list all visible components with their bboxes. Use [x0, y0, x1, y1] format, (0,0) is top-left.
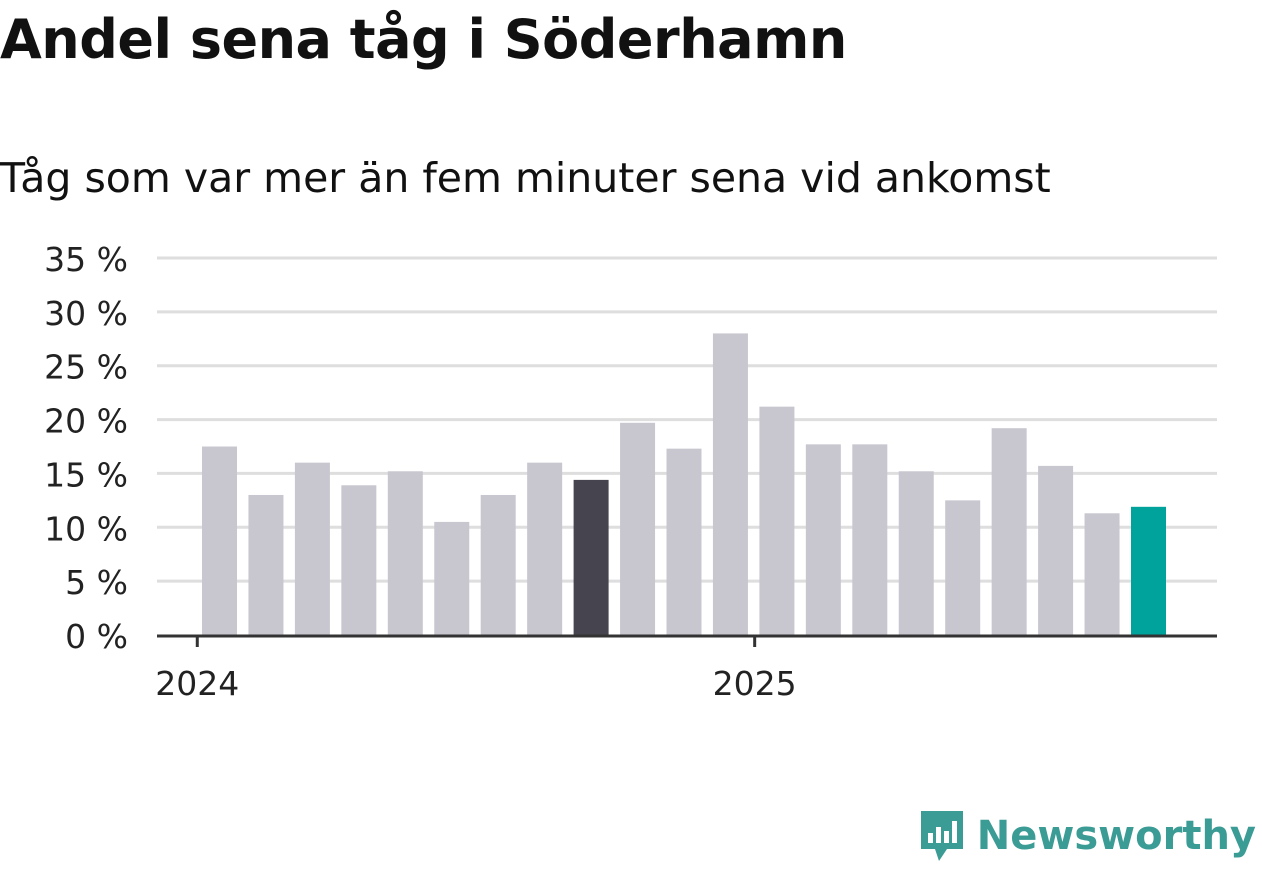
- bar: [573, 479, 609, 635]
- y-tick-label: 15 %: [44, 455, 128, 494]
- bar: [480, 494, 516, 635]
- bar: [202, 446, 237, 635]
- bar: [620, 422, 656, 635]
- axis-layer: 0 % 5 % 10 % 15 % 20 % 25 % 30 % 35 % 2024 2025: [44, 240, 1217, 703]
- bar: [434, 521, 470, 635]
- bar-layer: [202, 333, 1166, 635]
- y-tick-label: 0 %: [65, 617, 128, 656]
- bar: [759, 406, 795, 635]
- bar: [712, 333, 748, 635]
- bar: [1038, 465, 1074, 635]
- chart-subtitle: Tåg som var mer än fem minuter sena vid …: [0, 154, 1051, 202]
- bar: [341, 485, 377, 635]
- brand-name: Newsworthy: [976, 813, 1256, 859]
- bar: [527, 462, 563, 635]
- bar-chart: 0 % 5 % 10 % 15 % 20 % 25 % 30 % 35 % 2024 2025: [44, 240, 1217, 703]
- bar: [294, 462, 330, 635]
- bar: [991, 428, 1027, 635]
- bar: [852, 444, 888, 635]
- y-tick-label: 30 %: [44, 294, 128, 333]
- chart-title: Andel sena tåg i Söderhamn: [0, 8, 847, 71]
- y-tick-label: 10 %: [44, 509, 128, 548]
- y-tick-label: 35 %: [44, 240, 128, 279]
- y-tick-label: 20 %: [44, 402, 128, 441]
- bar: [387, 471, 423, 635]
- bar: [1084, 513, 1120, 635]
- x-tick-label: 2024: [155, 664, 239, 703]
- x-tick-label: 2025: [713, 664, 797, 703]
- bar: [945, 500, 981, 635]
- y-tick-label: 5 %: [65, 563, 128, 602]
- bar: [666, 448, 702, 635]
- bar: [1131, 506, 1166, 635]
- bar: [898, 471, 934, 635]
- bar: [805, 444, 841, 635]
- y-tick-label: 25 %: [44, 348, 128, 387]
- newsworthy-logo-icon: [920, 811, 963, 861]
- brand: Newsworthy: [917, 807, 1256, 865]
- bar: [248, 494, 284, 635]
